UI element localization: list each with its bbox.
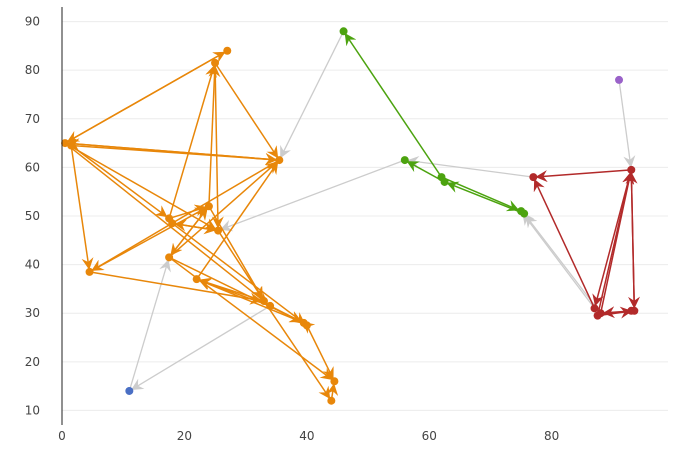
y-tick-label: 20 [25,355,40,369]
orange-point[interactable] [165,253,174,262]
gray-edge [131,305,271,390]
x-tick-label: 0 [58,429,66,443]
y-tick-label: 60 [25,160,40,174]
orange-point[interactable] [168,219,177,228]
green-edge [344,32,443,178]
orange-edge [168,64,217,219]
orange-edge [306,325,334,380]
green-point[interactable] [440,177,449,186]
green-edge [446,181,525,215]
orange-edge [89,207,208,273]
gray-edge [525,215,602,314]
orange-point[interactable] [192,275,201,284]
orange-point[interactable] [327,396,336,405]
red-point[interactable] [627,165,636,174]
gray-edge [522,212,596,309]
orange-edge [70,145,94,270]
orange-point[interactable] [266,301,275,310]
grid-lines [62,21,668,411]
orange-edge [91,159,280,271]
y-tick-label: 80 [25,63,40,77]
orange-point[interactable] [67,141,76,150]
orange-edge [214,62,279,159]
orange-point[interactable] [330,377,339,386]
orange-edge [174,219,219,232]
orange-edge [168,204,207,220]
orange-edge [170,205,210,256]
gray-edge [618,79,636,168]
red-edge [596,171,634,316]
red-point[interactable] [529,173,538,182]
edge-layer [64,31,641,401]
orange-point[interactable] [204,202,213,211]
gray-edge [280,31,345,159]
gray-edge [128,259,171,392]
axis-layer: 10 20 30 40 50 60 70 80 90 0 20 40 60 80 [25,7,559,443]
red-edge [592,169,632,307]
green-edge [441,176,520,212]
green-point[interactable] [400,156,409,165]
orange-edge [269,305,303,323]
x-tick-label: 40 [299,429,314,443]
orange-edge [64,142,269,305]
point-layer [61,27,639,405]
blue-point[interactable] [125,386,134,395]
x-tick-label: 60 [422,429,437,443]
green-point[interactable] [339,27,348,36]
orange-edge [168,161,278,258]
x-tick-label: 20 [177,429,192,443]
red-edge [533,178,596,309]
orange-edge [70,144,168,218]
gray-edge [219,159,406,232]
orange-edge [168,256,333,381]
orange-point[interactable] [260,297,268,306]
red-edge [535,169,632,183]
orange-edge [64,142,217,230]
y-tick-label: 90 [25,15,40,29]
red-point[interactable] [593,311,602,320]
red-point[interactable] [590,304,599,313]
y-tick-label: 10 [25,403,40,417]
gray-edge [406,155,534,178]
orange-point[interactable] [85,267,94,276]
orange-point[interactable] [214,226,223,235]
orange-point[interactable] [223,46,232,55]
orange-edge [198,278,305,324]
orange-edge [66,50,228,143]
y-tick-label: 30 [25,306,40,320]
red-edge [628,169,641,309]
orange-edge [208,64,221,207]
orange-point[interactable] [211,58,220,67]
orange-edge [196,161,279,280]
orange-point[interactable] [275,156,284,165]
orange-point[interactable] [61,139,70,148]
y-tick-label: 70 [25,112,40,126]
green-point[interactable] [517,207,526,216]
orange-edge [263,300,331,400]
orange-edge [65,142,278,165]
x-tick-label: 80 [544,429,559,443]
orange-edge [171,222,306,325]
orange-edge [208,205,263,300]
orange-edge [89,271,263,305]
orange-point[interactable] [302,321,311,330]
y-tick-label: 50 [25,209,40,223]
red-point[interactable] [630,306,639,315]
y-tick-label: 40 [25,258,40,272]
orange-edge [211,62,224,229]
purple-point[interactable] [615,75,624,84]
